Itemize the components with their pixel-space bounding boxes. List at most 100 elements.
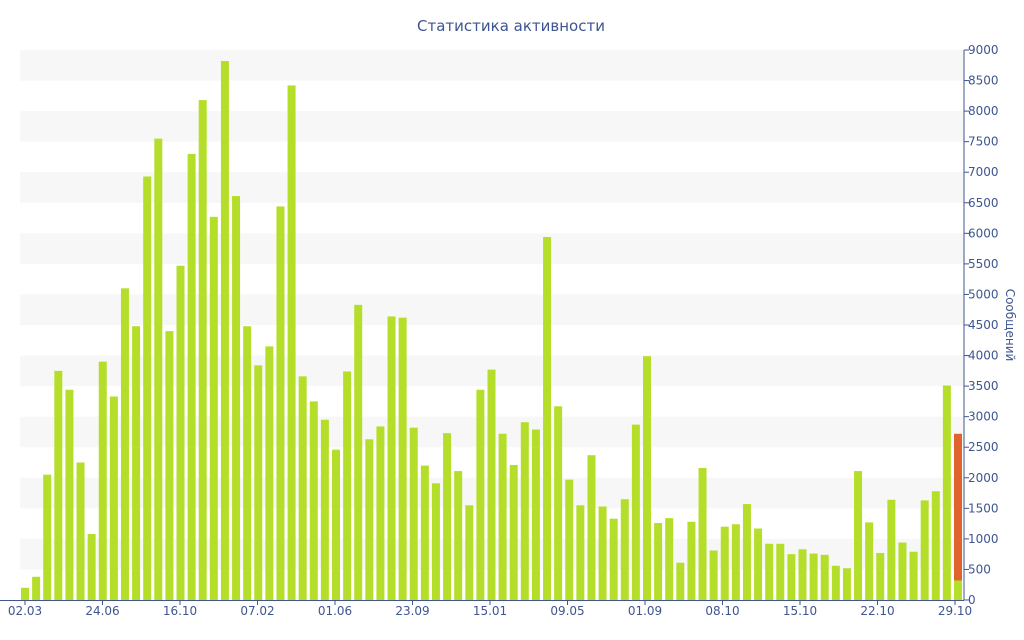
x-tick-label: 29.10 [938, 604, 972, 618]
bar [21, 587, 29, 600]
y-tick-label: 8500 [968, 74, 999, 88]
y-tick-label: 6000 [968, 226, 999, 240]
x-tick-label: 22.10 [860, 604, 894, 618]
y-tick-label: 4000 [968, 349, 999, 363]
bar [776, 543, 785, 600]
bar [720, 526, 729, 600]
bar [298, 376, 307, 600]
bar [876, 552, 885, 600]
bar [343, 371, 352, 600]
bar [798, 549, 807, 600]
x-tick-label: 15.01 [473, 604, 507, 618]
y-axis: 0 500 1000 1500 2000 2500 3000 3500 4000 4500 5000… [963, 43, 999, 607]
bar [209, 216, 218, 600]
bar [187, 153, 196, 600]
bar [587, 455, 596, 600]
bar [931, 491, 940, 600]
bar [332, 449, 340, 600]
bar [698, 468, 707, 600]
bar [431, 483, 440, 600]
bar [32, 576, 41, 600]
bar [276, 206, 285, 600]
x-tick-label: 01.09 [628, 604, 662, 618]
bar [820, 554, 829, 600]
bar [398, 317, 407, 600]
bar [120, 288, 129, 600]
bar [754, 528, 763, 600]
bar [65, 389, 74, 600]
y-tick-label: 5500 [968, 257, 999, 271]
x-tick-label: 09.05 [550, 604, 584, 618]
bar [687, 521, 696, 600]
bar [376, 426, 385, 600]
bar [898, 542, 907, 600]
bar [854, 471, 863, 600]
bar [920, 500, 929, 600]
bar [309, 401, 318, 600]
x-tick-label: 16.10 [163, 604, 197, 618]
bar [54, 370, 63, 600]
bars-group [21, 61, 962, 601]
bar [198, 100, 207, 601]
bar [443, 433, 452, 600]
bar [954, 580, 962, 600]
bar [731, 524, 740, 600]
bar [643, 356, 651, 600]
bar [76, 462, 85, 600]
bar [709, 550, 718, 600]
bar [509, 464, 518, 600]
bar [865, 522, 874, 600]
bar-highlight [954, 433, 962, 600]
bar [809, 553, 818, 600]
bar [243, 326, 252, 600]
x-tick-label: 23.09 [395, 604, 429, 618]
bar [831, 565, 840, 600]
bar [676, 562, 685, 600]
y-tick-label: 1000 [968, 532, 999, 546]
x-tick-label: 07.02 [240, 604, 274, 618]
y-tick-label: 9000 [968, 43, 999, 57]
chart-title: Статистика активности [417, 17, 605, 35]
x-axis: 02.03 24.06 16.10 07.02 01.06 23.09 15.01 09.05… [0, 600, 972, 618]
bar [287, 85, 296, 600]
grid-band [20, 50, 964, 81]
y-tick-label: 5000 [968, 287, 999, 301]
bar [265, 346, 274, 600]
bar [98, 361, 107, 600]
bar [465, 505, 474, 600]
bar [487, 369, 496, 600]
bar [565, 479, 574, 600]
y-tick-label: 8000 [968, 104, 999, 118]
y-tick-label: 7000 [968, 165, 999, 179]
bar [742, 504, 751, 600]
y-axis-title: Сообщений [1003, 289, 1017, 362]
bar [132, 326, 141, 600]
bar [598, 506, 607, 600]
bar [654, 523, 663, 600]
y-tick-label: 1500 [968, 501, 999, 515]
bar [765, 543, 774, 600]
grid-band [20, 172, 964, 203]
bar [320, 419, 329, 600]
bar [842, 568, 851, 600]
bar [220, 61, 229, 600]
bar [498, 433, 507, 600]
bar [554, 406, 563, 600]
y-tick-label: 0 [968, 593, 976, 607]
bar [87, 534, 96, 600]
y-tick-label: 4500 [968, 318, 999, 332]
bar [631, 424, 640, 600]
bar [887, 499, 896, 600]
bar [531, 429, 540, 600]
grid-band [20, 111, 964, 142]
bar [109, 396, 118, 600]
bar [454, 471, 463, 600]
bar [909, 551, 918, 600]
y-tick-label: 2000 [968, 471, 999, 485]
bar [420, 465, 429, 600]
y-tick-label: 500 [968, 562, 991, 576]
bar [620, 499, 629, 600]
bar [665, 518, 674, 600]
bar [476, 389, 485, 600]
